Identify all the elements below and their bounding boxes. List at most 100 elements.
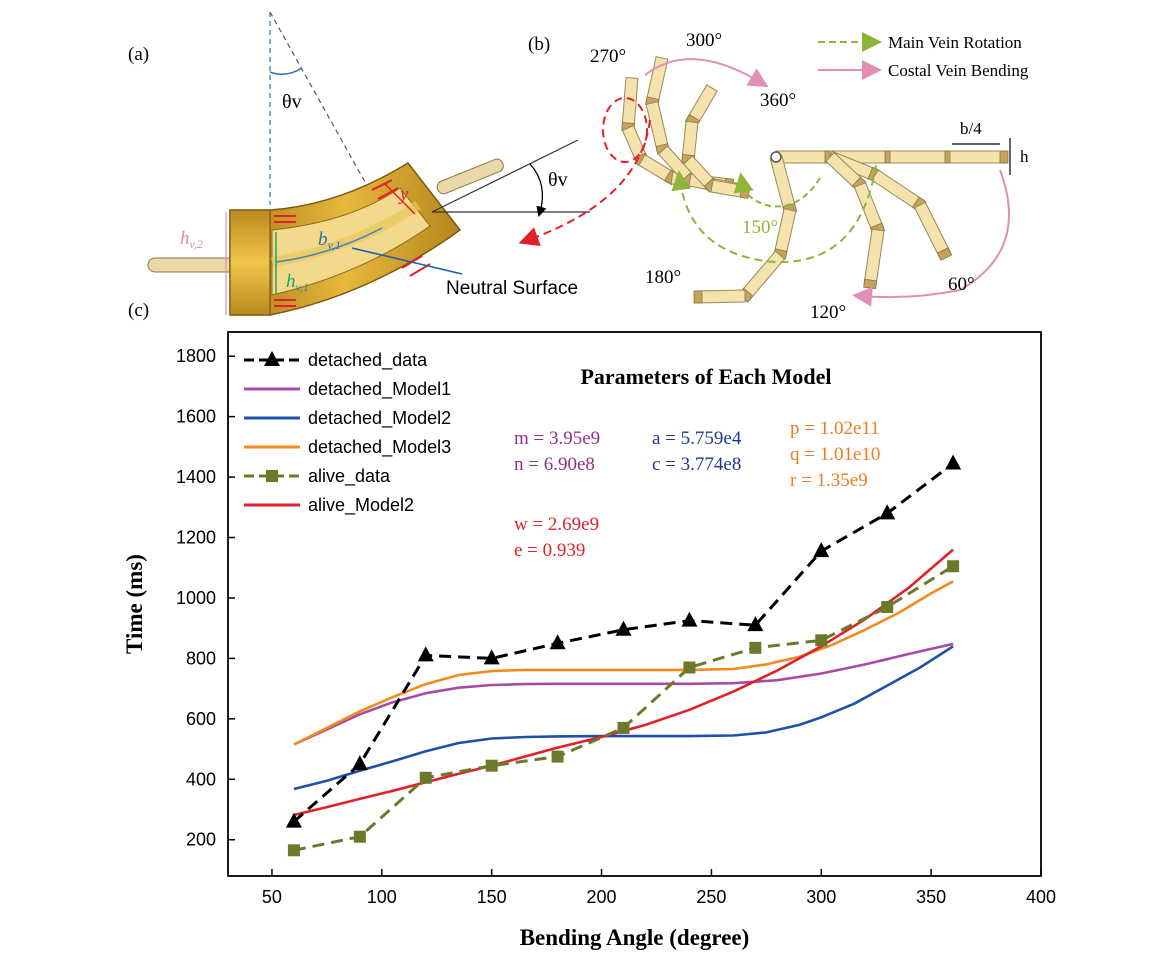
vein-segment — [775, 150, 831, 164]
vein-joint — [936, 247, 953, 261]
panel-b-label: (b) — [528, 34, 550, 55]
vein-segment — [769, 154, 797, 213]
data-point-alive — [419, 771, 432, 784]
red-dashed-arrow — [518, 119, 651, 247]
data-point-detached — [681, 611, 698, 627]
parameter-annotation: c = 3.774e8 — [652, 454, 741, 475]
h-label: h — [1020, 147, 1029, 166]
vein-segment — [949, 150, 1006, 164]
top-bending-arrow — [644, 58, 769, 88]
data-point-alive — [881, 601, 894, 614]
series-line-alive-model2 — [293, 548, 954, 817]
parameter-annotation: a = 5.759e4 — [652, 428, 742, 449]
x-tick-label: 200 — [587, 887, 617, 907]
theta-label: θv — [282, 91, 302, 113]
chart-title: Parameters of Each Model — [580, 364, 831, 389]
vein-joint — [693, 290, 703, 304]
data-point-alive — [947, 560, 960, 573]
y-tick-label: 1600 — [176, 407, 216, 427]
angle-120: 120° — [810, 302, 846, 323]
data-point-alive — [815, 634, 828, 647]
series-line-detached-model2 — [293, 645, 954, 791]
pivot — [770, 151, 782, 163]
vein-segment — [696, 289, 746, 304]
vein-segment — [889, 150, 951, 164]
x-tick-label: 150 — [477, 887, 507, 907]
theta-arc — [269, 67, 303, 76]
plot-frame — [227, 331, 1042, 877]
vein-chains — [621, 56, 1009, 304]
panel-c-label: (c) — [128, 300, 149, 321]
data-point-detached — [879, 504, 896, 520]
hv2-label: hv,2 — [180, 228, 203, 251]
theta-right-label: θv — [548, 169, 568, 191]
series-line-detached-data — [292, 462, 955, 823]
x-tick-label: 100 — [367, 887, 397, 907]
data-point-detached — [351, 755, 368, 771]
y-tick-label: 1800 — [176, 346, 216, 366]
b4-label: b/4 — [960, 119, 982, 138]
y-tick-label: 200 — [186, 830, 216, 850]
data-point-detached — [549, 634, 566, 650]
neutral-surface-label: Neutral Surface — [446, 278, 578, 299]
panel-a: (a) θv y θv hv,2 hv,1 — [128, 11, 590, 316]
right-bending-arrow — [852, 169, 1010, 307]
legend-label: detached_data — [308, 350, 428, 371]
x-tick-label: 300 — [806, 887, 836, 907]
green-rotation-arc — [671, 164, 877, 264]
data-point-detached — [285, 812, 302, 828]
series-line-detached-model3 — [293, 580, 954, 746]
parameter-annotation: e = 0.939 — [514, 540, 585, 561]
beam-left-block — [229, 209, 271, 316]
y-label: y — [398, 184, 409, 205]
hv1-label: hv,1 — [286, 271, 309, 294]
bv1-label: bv,1 — [318, 229, 341, 252]
angle-150: 150° — [742, 217, 778, 238]
x-tick-label: 50 — [262, 887, 282, 907]
legend-label: alive_data — [308, 466, 391, 487]
parameter-annotation: p = 1.02e11 — [790, 418, 880, 439]
left-rod — [147, 257, 239, 273]
y-bracket — [384, 183, 416, 215]
theta-right-arc — [529, 163, 547, 218]
y-axis-label: Time (ms) — [122, 554, 147, 654]
angle-300: 300° — [686, 30, 722, 51]
x-tick-label: 350 — [916, 887, 946, 907]
chart: 50 100 150 200 250 300 350 400 200 400 600 800 1000 1… — [122, 331, 1056, 950]
x-tick-label: 250 — [696, 887, 726, 907]
data-point-alive — [749, 641, 762, 654]
tilted-ref-line — [431, 139, 579, 213]
y-tick-label: 1000 — [176, 588, 216, 608]
data-point-detached — [483, 649, 500, 665]
data-point-detached — [615, 620, 632, 636]
legend-label: alive_Model2 — [308, 495, 414, 516]
chart-legend: detached_data detached_Model1 detached_Mod… — [244, 350, 451, 516]
parameter-annotation: n = 6.90e8 — [514, 454, 595, 475]
data-point-alive — [485, 759, 498, 772]
vein-joint — [999, 150, 1009, 164]
series-line-detached-model1 — [293, 642, 954, 746]
data-point-alive — [551, 750, 564, 763]
y-tick-label: 1400 — [176, 467, 216, 487]
angle-270: 270° — [590, 46, 626, 67]
legend-costal-vein: Costal Vein Bending — [888, 61, 1029, 80]
legend-label: detached_Model2 — [308, 408, 451, 429]
angle-60: 60° — [948, 274, 975, 295]
angle-180: 180° — [645, 267, 681, 288]
y-tick-label: 400 — [186, 769, 216, 789]
legend-label: detached_Model3 — [308, 437, 451, 458]
panel-b: (b) Main Vein Rotation Costal Vein Bendi… — [518, 30, 1029, 323]
parameter-annotation: m = 3.95e9 — [514, 428, 600, 449]
vein-segment — [621, 76, 639, 130]
y-tick-label: 1200 — [176, 528, 216, 548]
parameter-annotation: r = 1.35e9 — [790, 470, 868, 491]
y-tick-label: 600 — [186, 709, 216, 729]
red-dashed-ellipse — [602, 97, 648, 163]
data-point-detached — [813, 542, 830, 558]
legend-marker — [264, 351, 280, 366]
parameter-annotation: w = 2.69e9 — [514, 514, 599, 535]
green-inner-arc — [733, 172, 821, 208]
data-point-detached — [417, 646, 434, 662]
parameter-annotation: q = 1.01e10 — [790, 444, 880, 465]
y-tick-label: 800 — [186, 648, 216, 668]
